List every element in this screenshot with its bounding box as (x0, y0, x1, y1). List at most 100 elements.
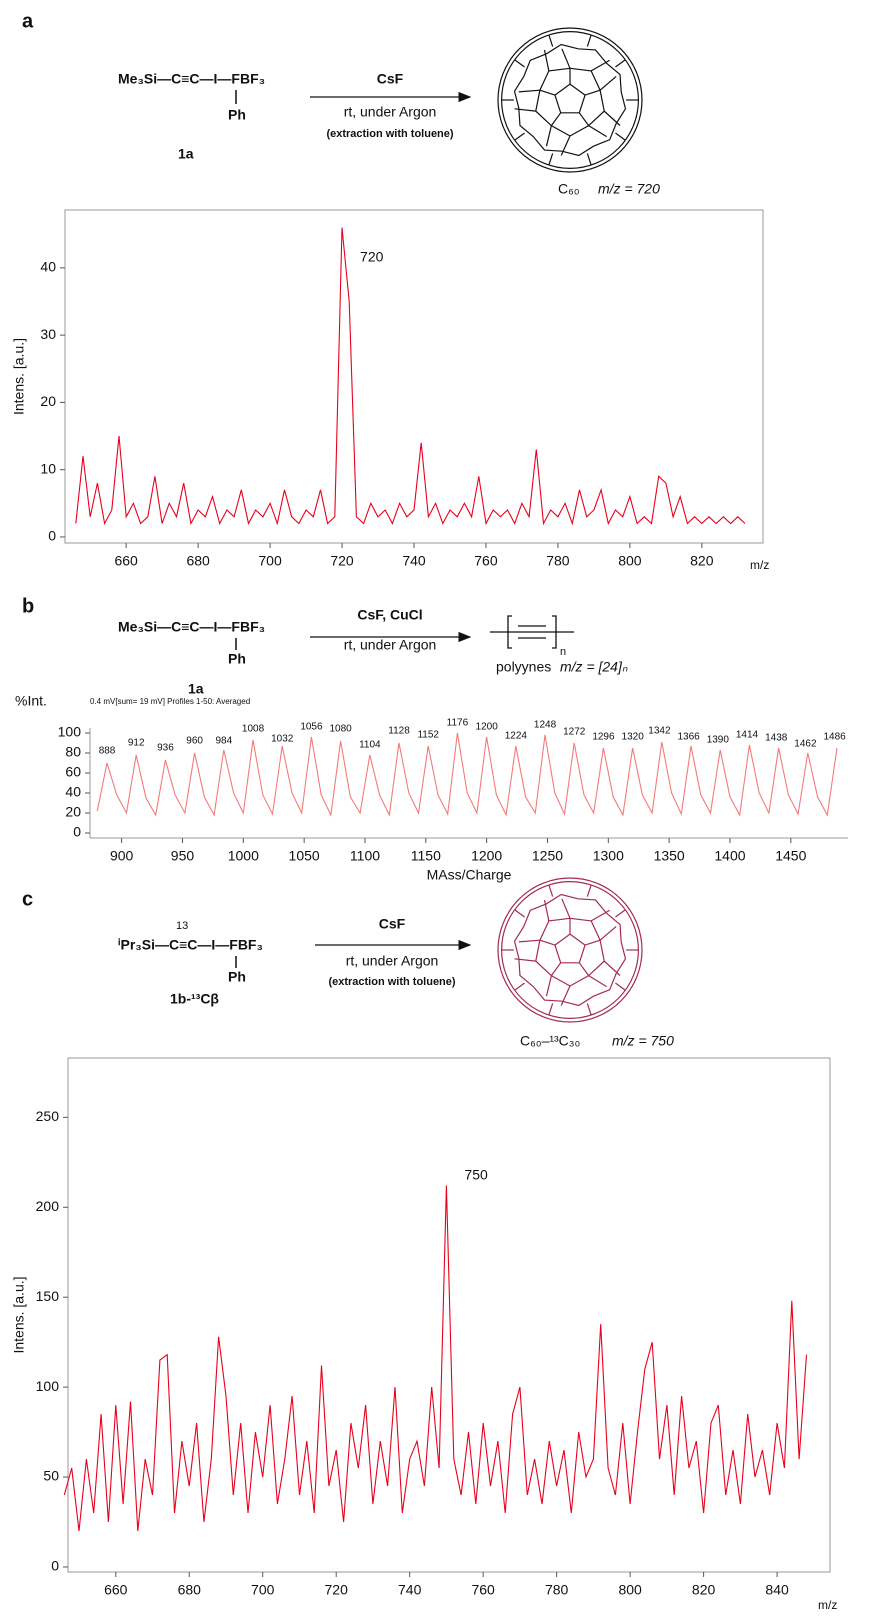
fullerene-edge (586, 884, 592, 897)
peak-label: 1080 (330, 724, 353, 735)
fullerene-edge (561, 898, 571, 919)
isotope-label: 13 (176, 920, 188, 932)
y-axis-label: %Int. (15, 693, 47, 709)
x-tick-label: 800 (618, 553, 642, 569)
x-tick-label: 820 (692, 1582, 716, 1598)
substituent: Ph (228, 107, 246, 123)
spectrum-line (63, 1185, 808, 1532)
y-axis-label: Intens. [a.u.] (11, 338, 27, 415)
reagent-condition: CsF (377, 71, 404, 87)
subtitle: 0.4 mV[sum= 19 mV] Profiles 1-50: Averag… (90, 697, 250, 706)
x-tick-label: 1100 (350, 848, 380, 864)
peak-label: 1128 (388, 726, 410, 737)
spectrum-line (96, 732, 838, 817)
fullerene-edge (548, 1003, 554, 1016)
peak-label: 984 (215, 736, 232, 747)
x-tick-label: 700 (258, 553, 282, 569)
peak-label: 1296 (592, 732, 615, 743)
peak-label: 936 (157, 743, 174, 754)
peak-label: 1104 (359, 740, 381, 751)
fullerene-ring (513, 43, 627, 157)
fullerene-edge (543, 49, 550, 71)
fullerene-outline (497, 877, 643, 1023)
x-tick-label: 840 (765, 1582, 789, 1598)
fullerene-ring (554, 933, 586, 964)
x-tick-label: 720 (325, 1582, 349, 1598)
product: C₆₀–¹³C₃₀ (520, 1033, 580, 1049)
y-tick-label: 30 (40, 326, 56, 342)
fullerene-edge (514, 108, 536, 112)
plot-frame (64, 209, 764, 544)
substituent: Ph (228, 651, 246, 667)
fullerene-edge (514, 59, 525, 68)
condition: rt, under Argon (344, 637, 437, 653)
peak-label: 1008 (242, 724, 265, 735)
y-tick-label: 0 (48, 528, 56, 544)
fullerene-outline (501, 880, 640, 1019)
peak-label: 1438 (765, 733, 788, 744)
x-tick-label: 680 (186, 553, 210, 569)
y-axis-label: Intens. [a.u.] (11, 1276, 27, 1353)
fullerene-edge (615, 909, 626, 918)
fullerene-edge (599, 76, 617, 91)
fullerene-edge (586, 1003, 592, 1016)
peak-label: 1224 (505, 731, 528, 742)
y-tick-label: 150 (36, 1288, 60, 1304)
peak-label: 1152 (417, 730, 439, 741)
peak-label: 1342 (648, 726, 671, 737)
plot-frame (67, 1057, 831, 1573)
polyyne-structure (490, 615, 574, 649)
product-mz: m/z = 720 (598, 181, 660, 197)
fullerene-edge (550, 112, 562, 126)
fullerene-edge (539, 939, 556, 946)
reagent: ⁱPr₃Si—C≡C—I—FBF₃ (118, 937, 263, 953)
x-tick-label: 1400 (714, 848, 745, 864)
x-tick-label: 800 (618, 1582, 642, 1598)
fullerene-outline (501, 30, 640, 170)
fullerene (497, 877, 643, 1023)
fullerene-edge (615, 132, 626, 141)
peak-label: 912 (128, 738, 145, 749)
x-tick-label: 900 (110, 848, 134, 864)
substituent: Ph (228, 969, 246, 985)
fullerene-edge (518, 939, 540, 943)
spectrum-line (75, 227, 746, 526)
y-tick-label: 50 (43, 1468, 59, 1484)
fullerene-edge (543, 899, 550, 921)
panel-label: b (22, 595, 34, 617)
y-tick-label: 60 (65, 764, 81, 780)
compound-label: 1b-¹³Cβ (170, 991, 219, 1007)
compound-label: 1a (188, 681, 204, 697)
y-tick-label: 250 (36, 1108, 60, 1124)
fullerene-edge (584, 89, 601, 96)
x-tick-label: 740 (402, 553, 426, 569)
compound-label: 1a (178, 146, 194, 162)
fullerene-edge (545, 125, 552, 147)
x-tick-label: 780 (546, 553, 570, 569)
x-tick-label: 720 (330, 553, 354, 569)
y-tick-label: 40 (65, 784, 81, 800)
peak-label: 888 (99, 746, 116, 757)
peak-label: 1200 (476, 722, 499, 733)
x-tick-label: 760 (471, 1582, 495, 1598)
product-mz: m/z = 750 (612, 1033, 674, 1049)
fullerene-edge (584, 939, 601, 946)
y-tick-label: 10 (40, 460, 56, 476)
x-tick-label: 780 (545, 1582, 569, 1598)
peak-label: 1272 (563, 727, 586, 738)
fullerene-edge (560, 985, 571, 1006)
fullerene-outline (497, 27, 643, 173)
y-tick-label: 0 (51, 1558, 59, 1574)
x-tick-label: 1300 (593, 848, 624, 864)
fullerene-edge (560, 135, 571, 156)
fullerene-edge (578, 962, 590, 976)
fullerene-edge (548, 34, 554, 47)
fullerene-edge (590, 909, 611, 922)
condition: rt, under Argon (346, 953, 439, 969)
y-tick-label: 40 (40, 259, 56, 275)
x-tick-label: 1000 (228, 848, 259, 864)
peak-label: 1056 (300, 722, 323, 733)
fullerene-edge (586, 153, 592, 166)
product-mz: m/z = [24]ₙ (560, 659, 628, 675)
